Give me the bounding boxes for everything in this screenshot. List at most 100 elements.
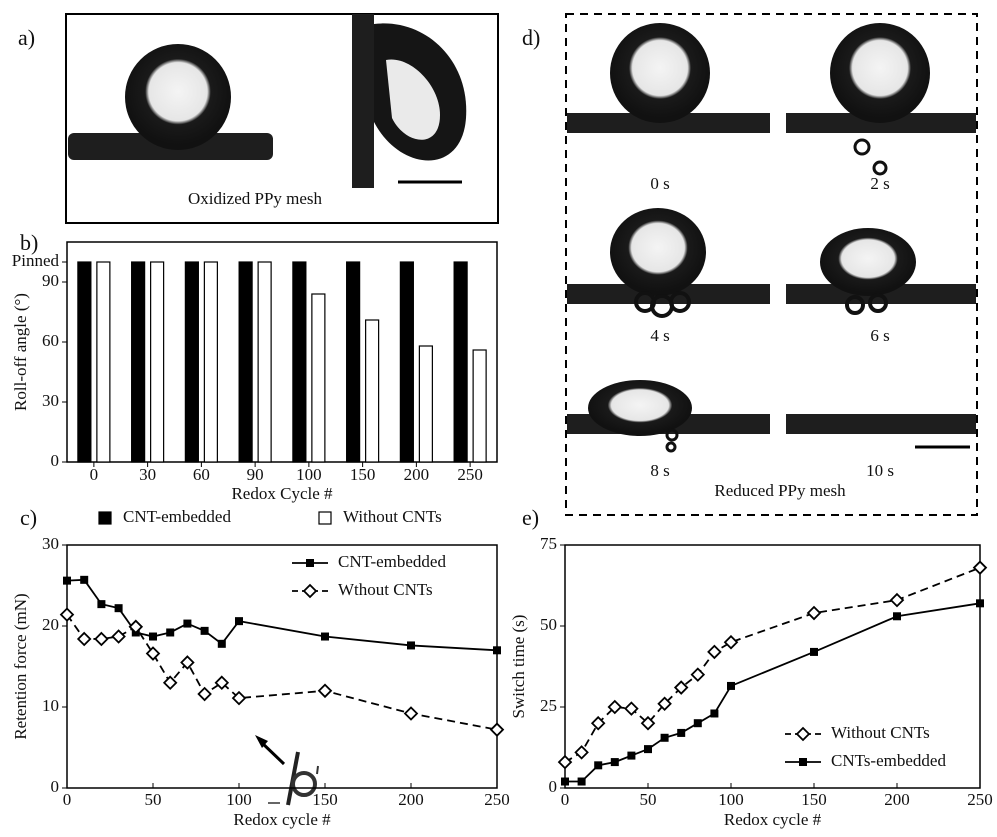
- marker: [660, 733, 669, 742]
- marker: [149, 632, 157, 641]
- frame-label: 0 s: [650, 174, 669, 193]
- bar: [346, 261, 361, 463]
- x-tick-label: 200: [884, 790, 910, 809]
- x-tick-label: 250: [967, 790, 993, 809]
- photo-frames: [567, 23, 976, 453]
- x-tick-label: 250: [457, 465, 483, 484]
- panel-label: d): [522, 25, 540, 50]
- x-tick-label: 100: [296, 465, 322, 484]
- marker: [59, 607, 75, 622]
- marker: [76, 631, 92, 647]
- inset-sketch: [255, 735, 319, 806]
- marker: [557, 754, 573, 770]
- y-tick-label: 50: [540, 615, 557, 634]
- plot-frame: [66, 544, 498, 789]
- marker: [63, 576, 71, 585]
- bar: [365, 319, 380, 463]
- y-tick-label: 30: [42, 391, 59, 410]
- x-axis-label: Redox cycle #: [233, 810, 331, 829]
- x-tick-label: 30: [139, 465, 156, 484]
- legend-swatch: [318, 511, 332, 525]
- marker: [677, 728, 686, 737]
- droplet: [125, 44, 231, 150]
- marker: [810, 647, 818, 656]
- bar: [257, 261, 272, 463]
- marker: [493, 646, 501, 655]
- bar: [311, 293, 326, 463]
- panel-label: c): [20, 505, 37, 530]
- legend-label: Without CNTs: [343, 507, 442, 526]
- panel-label: b): [20, 230, 38, 255]
- mesh: [352, 14, 374, 188]
- legend-marker: [799, 758, 807, 766]
- panel-frame: [65, 13, 499, 224]
- panel-frame: [565, 13, 978, 516]
- x-tick-label: 50: [145, 790, 162, 809]
- marker: [235, 617, 243, 626]
- marker: [111, 629, 126, 644]
- marker: [693, 719, 702, 728]
- marker: [214, 675, 230, 690]
- marker: [590, 715, 606, 731]
- marker: [707, 644, 722, 660]
- x-tick-label: 0: [63, 790, 72, 809]
- marker: [574, 745, 589, 760]
- y-tick-label: 10: [42, 696, 59, 715]
- legend-marker: [306, 559, 314, 567]
- x-tick-label: 0: [90, 465, 99, 484]
- x-tick-label: 100: [718, 790, 744, 809]
- y-tick-label: 75: [540, 534, 557, 553]
- marker: [180, 655, 195, 670]
- marker: [610, 758, 619, 767]
- marker: [893, 612, 901, 621]
- legend-marker: [795, 726, 811, 742]
- marker: [889, 592, 905, 608]
- frame-label: 2 s: [870, 174, 889, 193]
- y-axis-label: Roll-off angle (°): [11, 293, 30, 411]
- marker: [231, 690, 247, 706]
- x-tick-label: 150: [801, 790, 827, 809]
- bar: [418, 345, 433, 463]
- marker: [200, 626, 209, 635]
- legend-marker: [302, 583, 318, 599]
- marker: [640, 715, 656, 731]
- marker: [162, 675, 178, 690]
- y-tick-label: 25: [540, 696, 557, 715]
- marker: [128, 619, 144, 635]
- marker: [627, 751, 636, 760]
- bar: [238, 261, 253, 463]
- bar: [131, 261, 146, 463]
- x-tick-label: 200: [404, 465, 430, 484]
- x-tick-label: 0: [561, 790, 570, 809]
- bar: [472, 349, 487, 463]
- x-tick-label: 250: [484, 790, 510, 809]
- marker: [407, 641, 415, 650]
- legend-swatch: [98, 511, 112, 525]
- marker: [561, 777, 569, 786]
- y-axis-label: Retention force (mN): [11, 593, 30, 739]
- x-tick-label: 150: [350, 465, 376, 484]
- marker: [577, 777, 586, 786]
- marker: [317, 683, 333, 699]
- frame-label: 6 s: [870, 326, 889, 345]
- x-tick-label: 50: [640, 790, 657, 809]
- plot-frame: [66, 241, 498, 463]
- line: [66, 614, 498, 731]
- x-tick-label: 90: [247, 465, 264, 484]
- marker: [607, 699, 623, 715]
- frame-label: 10 s: [866, 461, 894, 480]
- marker: [197, 686, 212, 702]
- marker: [489, 722, 505, 737]
- bar: [292, 261, 307, 463]
- x-tick-label: 60: [193, 465, 210, 484]
- legend-label: Without CNTs: [831, 723, 930, 742]
- x-tick-label: 150: [312, 790, 338, 809]
- marker: [727, 681, 735, 690]
- legend-label: CNTs-embedded: [831, 751, 946, 770]
- x-tick-label: 200: [398, 790, 424, 809]
- y-tick-label: 20: [42, 615, 59, 634]
- y-tick-label: Pinned: [12, 251, 60, 270]
- marker: [644, 745, 652, 754]
- marker: [403, 706, 419, 721]
